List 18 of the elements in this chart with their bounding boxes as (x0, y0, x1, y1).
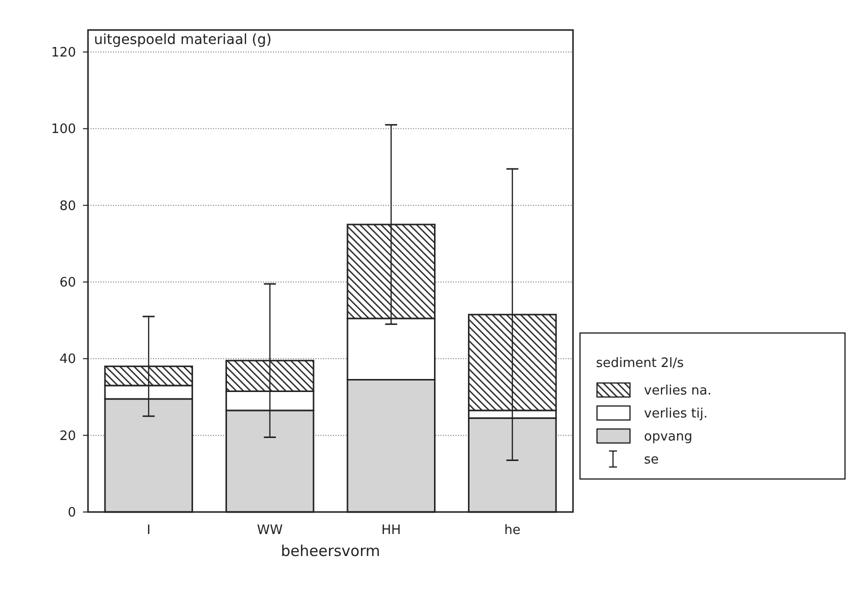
legend-label: verlies tij. (644, 406, 708, 422)
y-tick-label: 100 (51, 122, 76, 138)
legend-label: opvang (644, 430, 692, 445)
y-tick-label: 60 (59, 276, 76, 291)
x-tick-label: WW (257, 523, 283, 538)
y-tick-label: 80 (59, 198, 76, 214)
y-tick-label: 0 (68, 506, 76, 521)
legend-label: verlies na. (644, 384, 712, 399)
x-tick-label: he (504, 523, 520, 538)
x-tick-label: I (146, 523, 151, 538)
text: se (644, 452, 659, 468)
y-axis-title: uitgespoeld materiaal (g) (94, 32, 272, 48)
legend-title: sediment 2l/s (596, 356, 684, 371)
y-tick-label: 40 (59, 352, 76, 368)
x-tick-label: HH (381, 523, 401, 538)
y-tick-label: 120 (51, 46, 76, 61)
x-axis-title: beheersvorm (280, 542, 380, 560)
y-tick-label: 20 (59, 428, 76, 444)
